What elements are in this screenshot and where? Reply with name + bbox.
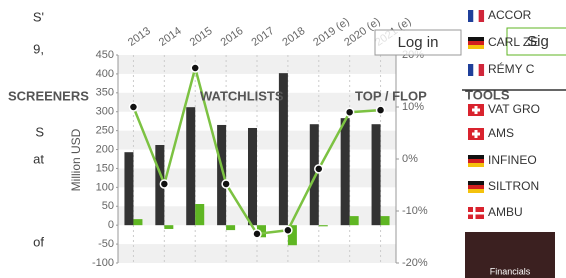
nav-link[interactable]: SCREENERS: [8, 88, 89, 103]
bar: [381, 216, 390, 225]
flag: [468, 181, 484, 193]
screenshot: S' 9, S at of Million USD -100 -50 0 50 100 1…: [0, 0, 566, 278]
flag-part: [468, 181, 484, 185]
y-tick-label: 400: [96, 68, 114, 80]
bar: [133, 219, 142, 225]
flag: [468, 128, 484, 140]
line-point: [315, 165, 323, 173]
bar: [319, 225, 328, 226]
bar: [310, 124, 319, 225]
stock-name[interactable]: SILTRON: [488, 179, 539, 193]
line-point: [129, 103, 137, 111]
x-tick-label: 2013: [126, 25, 153, 49]
bar: [164, 225, 173, 229]
stock-name[interactable]: ACCOR: [488, 8, 532, 22]
stock-name[interactable]: RÉMY C: [488, 61, 535, 76]
line-point: [346, 108, 354, 116]
nav-link[interactable]: TOP / FLOP: [355, 88, 427, 103]
stock-name[interactable]: CARL ZE: [488, 35, 538, 49]
stock-name[interactable]: VAT GRO: [488, 102, 540, 116]
flag-part: [479, 10, 484, 22]
bar: [350, 216, 359, 225]
bar: [372, 124, 381, 225]
bar: [341, 118, 350, 225]
x-tick-label: 2014: [157, 25, 184, 49]
bar: [248, 128, 257, 225]
y-tick-label: 100: [96, 181, 114, 193]
y-tick-label: 50: [102, 200, 114, 212]
bar: [226, 225, 235, 230]
y-tick-label: 300: [96, 106, 114, 118]
flag: [468, 207, 484, 219]
line-point: [222, 180, 230, 188]
flag-part: [468, 159, 484, 163]
y-axis-label: Million USD: [69, 128, 83, 191]
y2-tick-label: 0%: [402, 153, 418, 165]
y-tick-label: 450: [96, 49, 114, 61]
line-point: [191, 64, 199, 72]
nav-link[interactable]: WATCHLISTS: [200, 88, 284, 103]
flag-part: [472, 109, 480, 112]
stock-name[interactable]: AMBU: [488, 205, 523, 219]
flag-part: [468, 10, 473, 22]
bar: [186, 107, 195, 225]
line-point: [160, 180, 168, 188]
side-text: at: [33, 151, 44, 166]
flag-part: [468, 212, 484, 215]
flag-part: [468, 37, 484, 41]
flag: [468, 64, 484, 76]
line-point: [377, 106, 385, 114]
x-tick-label: 2015: [188, 25, 215, 49]
x-tick-label: 2016: [219, 25, 246, 49]
flag-part: [468, 45, 484, 49]
panel-text: Financials: [490, 266, 531, 276]
y2-tick-label: -10%: [402, 205, 428, 217]
bar: [195, 204, 204, 225]
flag: [468, 155, 484, 167]
flag: [468, 10, 484, 22]
flag-part: [468, 41, 484, 45]
y2-tick-label: -20%: [402, 257, 428, 269]
flag-part: [468, 155, 484, 159]
x-tick-label: 2017: [250, 25, 277, 49]
side-text: S: [35, 124, 44, 139]
stock-name[interactable]: AMS: [488, 126, 514, 140]
bar: [124, 152, 133, 225]
line-point: [253, 230, 261, 238]
flag-part: [479, 64, 484, 76]
flag: [468, 104, 484, 116]
flag-part: [468, 163, 484, 167]
flag-part: [468, 185, 484, 189]
flag-part: [472, 133, 480, 136]
flag-part: [473, 10, 478, 22]
x-tick-label: 2018: [280, 25, 307, 49]
flag: [468, 37, 484, 49]
flag-part: [473, 64, 478, 76]
y-tick-label: 0: [108, 219, 114, 231]
flag-part: [468, 64, 473, 76]
login-text[interactable]: Log in: [398, 34, 439, 51]
side-text: S': [33, 9, 44, 24]
line-point: [284, 226, 292, 234]
side-text: 9,: [33, 41, 44, 56]
y-tick-label: 250: [96, 125, 114, 137]
page: {"side_text": ["S'", "9,", "S", "at", "o…: [0, 0, 566, 278]
flag-part: [468, 189, 484, 193]
y-tick-label: 200: [96, 143, 114, 155]
y-tick-label: -100: [92, 257, 114, 269]
y-tick-label: 350: [96, 87, 114, 99]
side-text: of: [33, 234, 44, 249]
stock-name[interactable]: INFINEO: [488, 153, 537, 167]
y-tick-label: 150: [96, 162, 114, 174]
y-tick-label: -50: [98, 238, 114, 250]
